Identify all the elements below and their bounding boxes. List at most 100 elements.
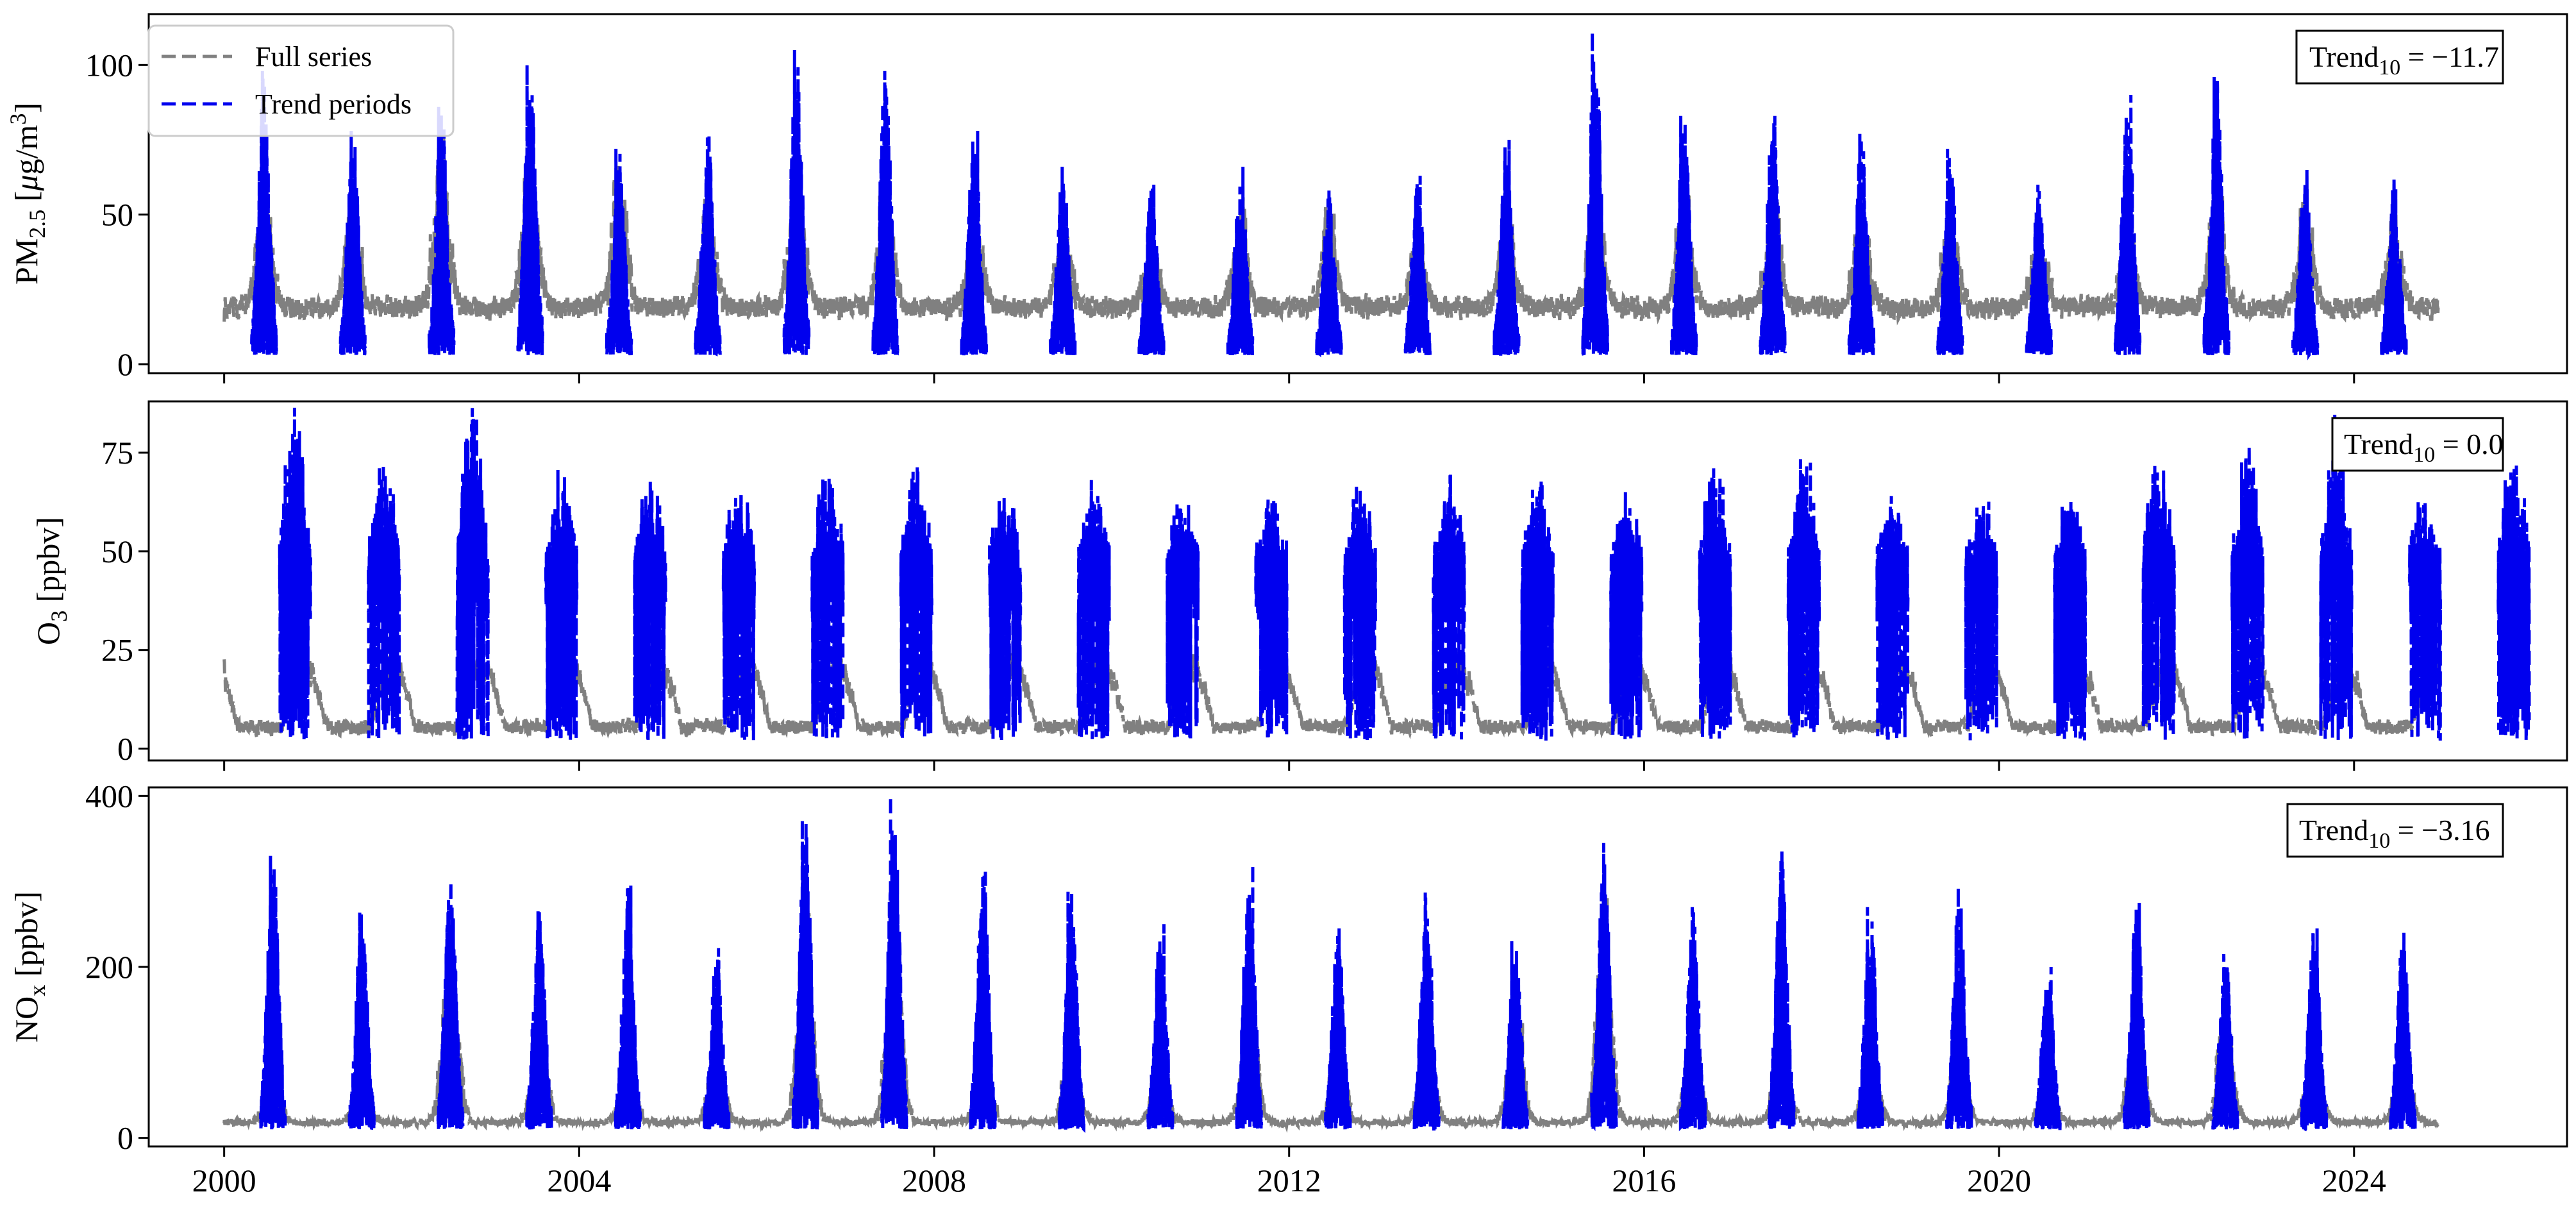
- pm25-trend-period-2010: [1137, 184, 1166, 356]
- nox-trend-period-2003: [525, 911, 553, 1133]
- nox-y-axis: 0 200 400: [85, 778, 149, 1156]
- pm25-trend-period-2004: [605, 148, 633, 356]
- o3-trend-period-2006: [810, 478, 845, 739]
- pm25-trend-period-2003: [516, 65, 544, 356]
- o3-trend-period-2004: [633, 482, 667, 740]
- o3-trend-period-2011: [1254, 499, 1289, 738]
- x-tick-label-2024: 2024: [2322, 1162, 2386, 1198]
- pm25-trend-period-2019: [1936, 148, 1964, 356]
- nox-trend-period-2024: [2389, 932, 2417, 1130]
- o3-trend-period-2018: [1875, 496, 1910, 740]
- nox-y-tick-label-200: 200: [85, 949, 133, 985]
- nox-trend-period-2014: [1501, 941, 1530, 1130]
- legend-label-trend-periods: Trend periods: [255, 88, 412, 120]
- o3-trend-period-2025: [2497, 466, 2531, 740]
- nox-y-axis-label: NOx [ppbv]: [8, 891, 50, 1043]
- nox-trend-period-2022: [2211, 953, 2239, 1130]
- pm25-trend-period-2011: [1226, 166, 1255, 356]
- nox-trend-period-2021: [2122, 902, 2151, 1130]
- pm25-trend-period-2017: [1759, 115, 1787, 355]
- nox-trend-period-2007: [880, 796, 908, 1130]
- nox-plot-area: [222, 796, 2439, 1134]
- nox-trend-period-2010: [1146, 924, 1175, 1132]
- pm25-trend-period-2018: [1847, 133, 1876, 356]
- nox-y-tick-label-0: 0: [117, 1120, 133, 1156]
- nox-trend-period-2004: [614, 885, 642, 1130]
- o3-y-tick-label-0: 0: [117, 731, 133, 767]
- pm25-y-tick-label-0: 0: [117, 346, 133, 382]
- o3-trend-period-2012: [1342, 485, 1377, 741]
- o3-trend-period-2000: [278, 407, 312, 741]
- pm25-axes-frame: [147, 13, 2568, 374]
- x-tick-label-2016: 2016: [1612, 1162, 1676, 1198]
- svg-text:Trend10 = 0.0: Trend10 = 0.0: [2344, 428, 2504, 467]
- o3-y-axis: 0 25 50 75: [101, 435, 149, 767]
- nox-trend-period-2011: [1235, 864, 1264, 1130]
- nox-trend-period-2009: [1057, 891, 1086, 1133]
- nox-trend-period-2015: [1590, 843, 1618, 1132]
- pm25-trend-period-2022: [2202, 76, 2230, 356]
- nox-trend-box: Trend10 = −3.16: [2286, 803, 2504, 858]
- nox-trend-period-2013: [1412, 892, 1441, 1131]
- pm25-trend-period-2000: [250, 71, 278, 355]
- o3-trend-period-2007: [899, 467, 933, 738]
- o3-trend-period-2016: [1698, 468, 1732, 739]
- pm25-trend-period-2016: [1669, 115, 1698, 355]
- nox-trend-period-2002: [436, 881, 465, 1130]
- o3-trend-period-2021: [2141, 466, 2176, 740]
- pm25-trend-period-2015: [1581, 31, 1609, 356]
- o3-y-axis-label: O3 [ppbv]: [30, 517, 72, 645]
- nox-trend-period-2017: [1768, 851, 1796, 1129]
- nox-trend-period-2016: [1678, 907, 1707, 1132]
- o3-x-ticks: [223, 760, 2355, 771]
- o3-trend-period-2019: [1964, 501, 1998, 741]
- nox-trend-period-2020: [2034, 966, 2062, 1130]
- pm25-trend-period-2014: [1493, 139, 1521, 356]
- o3-y-tick-label-50: 50: [101, 533, 133, 569]
- nox-trend-period-2006: [791, 819, 819, 1130]
- pm25-trend-period-2021: [2113, 94, 2142, 355]
- pm25-y-tick-label-50: 50: [101, 197, 133, 233]
- nox-trend-period-2000: [258, 855, 287, 1130]
- pm25-y-tick-label-100: 100: [85, 47, 133, 83]
- pm25-y-axis: 0 50 100: [85, 47, 149, 382]
- o3-trend-period-2023: [2319, 414, 2354, 741]
- pm25-trend-period-2009: [1048, 166, 1077, 356]
- o3-trend-period-2013: [1432, 474, 1466, 740]
- nox-trend-period-2018: [1856, 907, 1885, 1130]
- o3-trend-period-2014: [1520, 482, 1555, 741]
- o3-trend-period-2008: [988, 498, 1023, 741]
- pm25-trend-period-2006: [782, 49, 811, 355]
- o3-y-tick-label-25: 25: [101, 632, 133, 668]
- pm25-x-ticks: [223, 373, 2355, 383]
- pm25-trend-box: Trend10 = −11.7: [2295, 29, 2504, 85]
- o3-trend-box: Trend10 = 0.0: [2331, 417, 2504, 472]
- nox-trend-period-2001: [347, 911, 376, 1130]
- pm25-trend-period-2005: [694, 133, 722, 357]
- o3-trend-period-2001: [367, 464, 401, 739]
- svg-text:Trend10 = −3.16: Trend10 = −3.16: [2299, 814, 2490, 853]
- o3-trend-period-2015: [1609, 492, 1644, 739]
- nox-trend-period-2008: [969, 868, 997, 1130]
- pm25-trend-period-2013: [1403, 175, 1432, 356]
- pm25-trend-period-2008: [960, 130, 989, 356]
- legend: Full series Trend periods: [147, 24, 455, 137]
- o3-axes-frame: [147, 400, 2568, 762]
- legend-label-full-series: Full series: [255, 41, 372, 72]
- o3-trend-period-2022: [2230, 446, 2265, 739]
- nox-trend-period-2023: [2300, 928, 2329, 1132]
- nox-y-tick-label-400: 400: [85, 778, 133, 814]
- panel-pm25: 0 50 100 PM2.5 [μg/m3] Trend10 = −11.7 Ful…: [5, 13, 2568, 383]
- pm25-trend-period-2024: [2380, 178, 2408, 355]
- panel-nox: 0 200 400 2000 2004 2008 2012 2016 2020 2024 NOx…: [8, 778, 2568, 1198]
- nox-axes-frame: [147, 786, 2568, 1148]
- nox-trend-period-2005: [703, 948, 731, 1130]
- x-tick-label-2012: 2012: [1257, 1162, 1321, 1198]
- pm25-trend-period-2020: [2025, 184, 2053, 356]
- o3-trend-period-2010: [1165, 501, 1200, 740]
- o3-trend-period-2020: [2053, 501, 2087, 741]
- pm25-trend-period-2001: [339, 130, 367, 356]
- o3-trend-period-2005: [721, 492, 757, 741]
- pm25-plot-area: [222, 31, 2440, 360]
